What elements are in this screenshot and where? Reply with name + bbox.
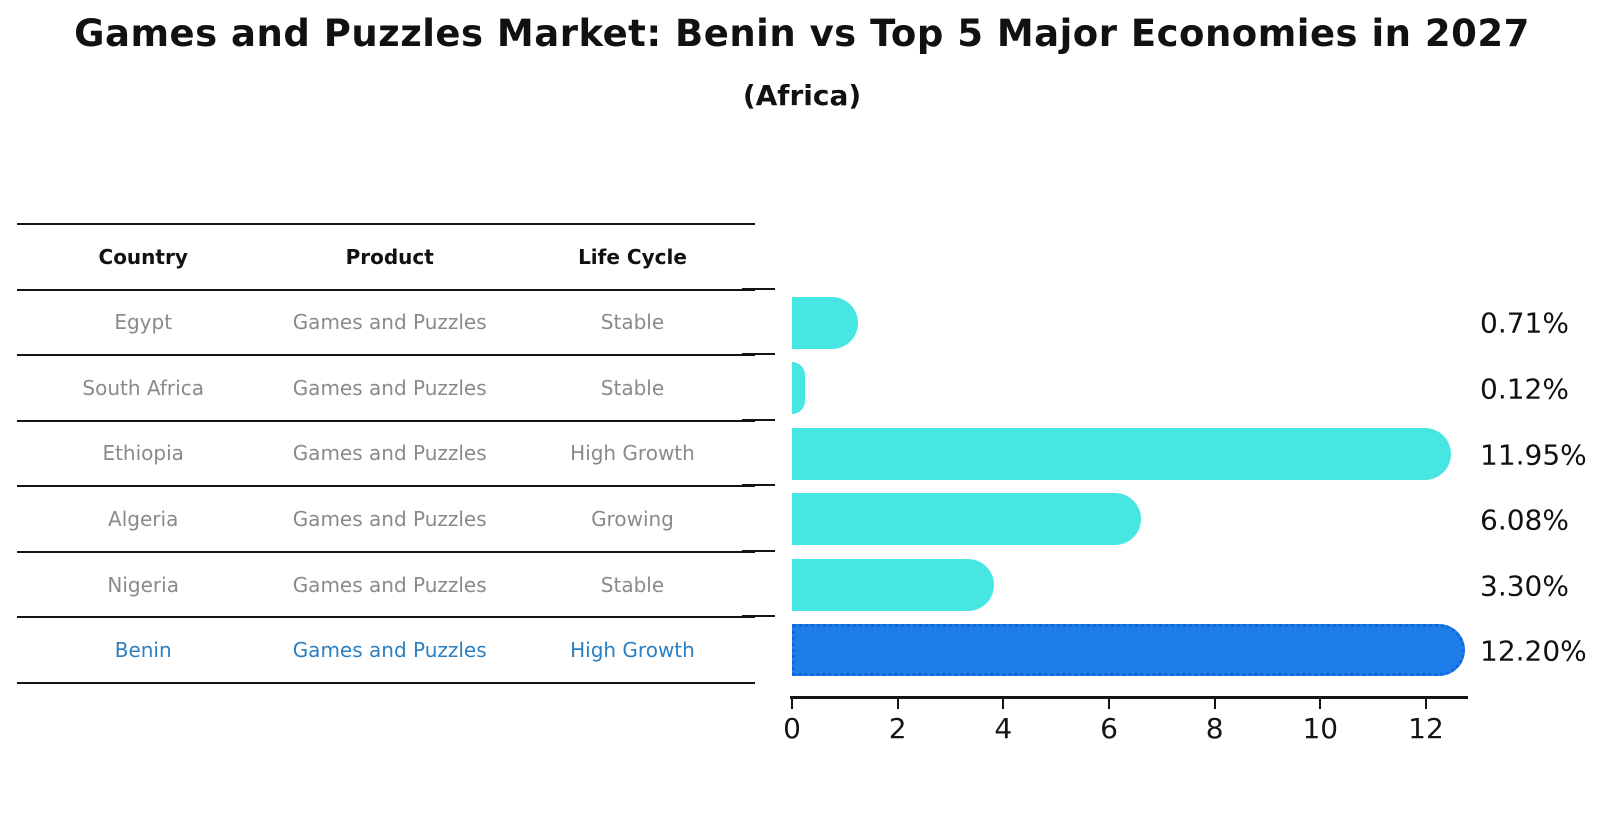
table-row: Algeria Games and Puzzles Growing [17, 485, 755, 551]
y-axis-tick [742, 549, 775, 552]
column-header-country: Country [98, 244, 188, 269]
bar-value-label: 12.20% [1480, 634, 1587, 668]
table-cell: Nigeria [107, 572, 179, 597]
table-cell: Stable [600, 375, 665, 400]
table-cell: Algeria [108, 507, 179, 532]
x-axis-tick-label: 6 [1100, 712, 1118, 745]
bar [792, 362, 805, 415]
table-cell: Egypt [114, 310, 173, 335]
x-axis-tick-label: 4 [994, 712, 1013, 745]
y-axis-tick [742, 353, 775, 356]
x-axis-tick [896, 698, 899, 709]
country-table: Country Product Life Cycle Egypt Games an… [17, 223, 755, 684]
table-row: Ethiopia Games and Puzzles High Growth [17, 419, 755, 486]
table-cell: Benin [114, 638, 172, 663]
bar-value-label: 3.30% [1480, 569, 1569, 603]
table-row: Benin Games and Puzzles High Growth [17, 616, 755, 682]
table-header-row: Country Product Life Cycle [17, 223, 755, 289]
y-axis-tick [742, 484, 775, 487]
y-axis-tick [742, 287, 775, 290]
table-cell: Games and Puzzles [292, 638, 487, 663]
x-axis-tick [1213, 698, 1216, 709]
x-axis-tick-label: 10 [1302, 712, 1339, 745]
table-row: South Africa Games and Puzzles Stable [17, 354, 755, 420]
table-cell: Games and Puzzles [292, 310, 487, 335]
table-cell: High Growth [570, 441, 695, 466]
table-cell: High Growth [570, 638, 695, 663]
chart-subtitle: (Africa) [742, 79, 862, 112]
x-axis-tick-label: 2 [888, 712, 907, 745]
bar [792, 427, 1452, 480]
table-row: Nigeria Games and Puzzles Stable [17, 550, 755, 617]
table-cell: Games and Puzzles [292, 441, 487, 466]
table-cell: Games and Puzzles [292, 375, 487, 400]
x-axis-tick-label: 8 [1205, 712, 1224, 745]
table-cell: Games and Puzzles [292, 572, 487, 597]
x-axis-tick-label: 0 [783, 712, 801, 745]
table-row: Egypt Games and Puzzles Stable [17, 288, 755, 355]
bar-value-label: 11.95% [1480, 438, 1587, 471]
y-axis-tick [742, 418, 775, 421]
x-axis-tick [791, 698, 793, 709]
column-header-product: Product [345, 244, 434, 269]
x-axis-tick-label: 12 [1408, 712, 1444, 745]
x-axis-tick [1319, 698, 1322, 709]
table-cell: Growing [591, 507, 674, 532]
table-cell: South Africa [82, 375, 204, 400]
chart-title: Games and Puzzles Market: Benin vs Top 5… [74, 12, 1530, 55]
table-cell: Games and Puzzles [292, 507, 487, 532]
bar-highlight [792, 624, 1465, 677]
bar [792, 558, 995, 611]
bar-value-label: 0.12% [1480, 372, 1569, 406]
table-cell: Ethiopia [102, 441, 184, 466]
bar-value-label: 6.08% [1480, 503, 1569, 537]
y-axis-tick [742, 615, 775, 618]
bar [792, 296, 858, 349]
table-cell: Stable [600, 572, 665, 597]
x-axis-line [790, 696, 1468, 699]
x-axis-tick [1002, 698, 1005, 709]
x-axis-tick [1425, 698, 1427, 709]
table-body: Egypt Games and Puzzles Stable South Africa… [17, 288, 755, 682]
column-header-life-cycle: Life Cycle [578, 244, 687, 269]
bar-plot [792, 223, 1468, 682]
table-cell: Stable [600, 310, 665, 335]
bar [792, 493, 1142, 546]
x-axis-tick [1108, 698, 1110, 709]
bar-value-label: 0.71% [1480, 306, 1569, 340]
